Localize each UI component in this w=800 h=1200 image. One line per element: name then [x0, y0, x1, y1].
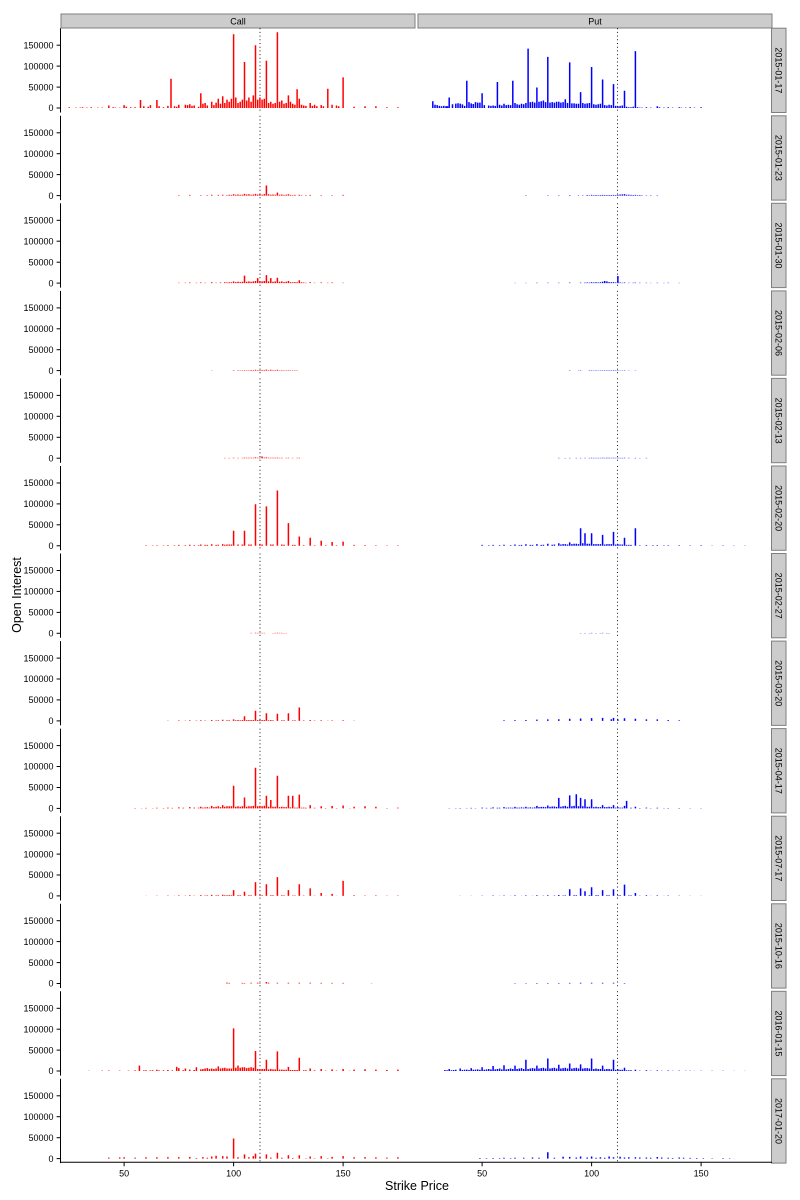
svg-text:50000: 50000 — [28, 520, 53, 530]
svg-text:2015-03-20: 2015-03-20 — [774, 660, 784, 706]
svg-text:100000: 100000 — [23, 236, 53, 246]
svg-text:150000: 150000 — [23, 566, 53, 576]
svg-text:100: 100 — [226, 1169, 241, 1179]
svg-text:Call: Call — [230, 17, 246, 27]
svg-text:0: 0 — [48, 629, 53, 639]
svg-text:Open Interest: Open Interest — [10, 557, 24, 633]
svg-text:0: 0 — [48, 891, 53, 901]
svg-text:50000: 50000 — [28, 82, 53, 92]
svg-text:50000: 50000 — [28, 695, 53, 705]
svg-text:100000: 100000 — [23, 937, 53, 947]
svg-text:50000: 50000 — [28, 870, 53, 880]
svg-text:0: 0 — [48, 191, 53, 201]
svg-text:0: 0 — [48, 366, 53, 376]
svg-text:150000: 150000 — [23, 40, 53, 50]
svg-text:150000: 150000 — [23, 653, 53, 663]
svg-text:2016-01-15: 2016-01-15 — [774, 1010, 784, 1056]
svg-text:0: 0 — [48, 278, 53, 288]
svg-text:2017-01-20: 2017-01-20 — [774, 1098, 784, 1144]
svg-text:100000: 100000 — [23, 674, 53, 684]
svg-text:0: 0 — [48, 103, 53, 113]
svg-text:2015-01-30: 2015-01-30 — [774, 222, 784, 268]
svg-text:100000: 100000 — [23, 324, 53, 334]
svg-text:100000: 100000 — [23, 849, 53, 859]
svg-text:150000: 150000 — [23, 478, 53, 488]
svg-text:150: 150 — [336, 1169, 351, 1179]
svg-text:0: 0 — [48, 979, 53, 989]
svg-text:50000: 50000 — [28, 783, 53, 793]
svg-text:50000: 50000 — [28, 958, 53, 968]
svg-text:50000: 50000 — [28, 170, 53, 180]
svg-text:150000: 150000 — [23, 916, 53, 926]
svg-text:100000: 100000 — [23, 499, 53, 509]
svg-text:100: 100 — [584, 1169, 599, 1179]
svg-text:Put: Put — [588, 17, 602, 27]
svg-text:100000: 100000 — [23, 1024, 53, 1034]
svg-text:2015-10-16: 2015-10-16 — [774, 923, 784, 969]
svg-text:0: 0 — [48, 1154, 53, 1164]
svg-text:2015-02-13: 2015-02-13 — [774, 398, 784, 444]
svg-text:150000: 150000 — [23, 1091, 53, 1101]
svg-text:0: 0 — [48, 804, 53, 814]
svg-text:100000: 100000 — [23, 762, 53, 772]
svg-text:0: 0 — [48, 1066, 53, 1076]
svg-text:150000: 150000 — [23, 741, 53, 751]
svg-text:2015-07-17: 2015-07-17 — [774, 835, 784, 881]
svg-text:0: 0 — [48, 541, 53, 551]
svg-text:100000: 100000 — [23, 149, 53, 159]
svg-text:0: 0 — [48, 716, 53, 726]
svg-text:2015-02-27: 2015-02-27 — [774, 573, 784, 619]
svg-text:150000: 150000 — [23, 391, 53, 401]
svg-text:50000: 50000 — [28, 608, 53, 618]
svg-text:100000: 100000 — [23, 412, 53, 422]
svg-text:0: 0 — [48, 453, 53, 463]
svg-text:100000: 100000 — [23, 61, 53, 71]
svg-text:2015-01-23: 2015-01-23 — [774, 135, 784, 181]
svg-text:150000: 150000 — [23, 128, 53, 138]
svg-text:Strike Price: Strike Price — [385, 1179, 449, 1193]
svg-text:50: 50 — [477, 1169, 487, 1179]
svg-text:50000: 50000 — [28, 1045, 53, 1055]
svg-text:2015-02-20: 2015-02-20 — [774, 485, 784, 531]
svg-text:150000: 150000 — [23, 303, 53, 313]
svg-text:50000: 50000 — [28, 257, 53, 267]
svg-text:50000: 50000 — [28, 433, 53, 443]
svg-text:50: 50 — [119, 1169, 129, 1179]
svg-text:150: 150 — [694, 1169, 709, 1179]
svg-text:2015-01-17: 2015-01-17 — [774, 47, 784, 93]
svg-text:150000: 150000 — [23, 1004, 53, 1014]
svg-text:50000: 50000 — [28, 345, 53, 355]
svg-text:150000: 150000 — [23, 216, 53, 226]
svg-text:2015-04-17: 2015-04-17 — [774, 748, 784, 794]
svg-text:100000: 100000 — [23, 587, 53, 597]
svg-text:100000: 100000 — [23, 1112, 53, 1122]
svg-text:50000: 50000 — [28, 1133, 53, 1143]
svg-text:2015-02-06: 2015-02-06 — [774, 310, 784, 356]
svg-text:150000: 150000 — [23, 828, 53, 838]
